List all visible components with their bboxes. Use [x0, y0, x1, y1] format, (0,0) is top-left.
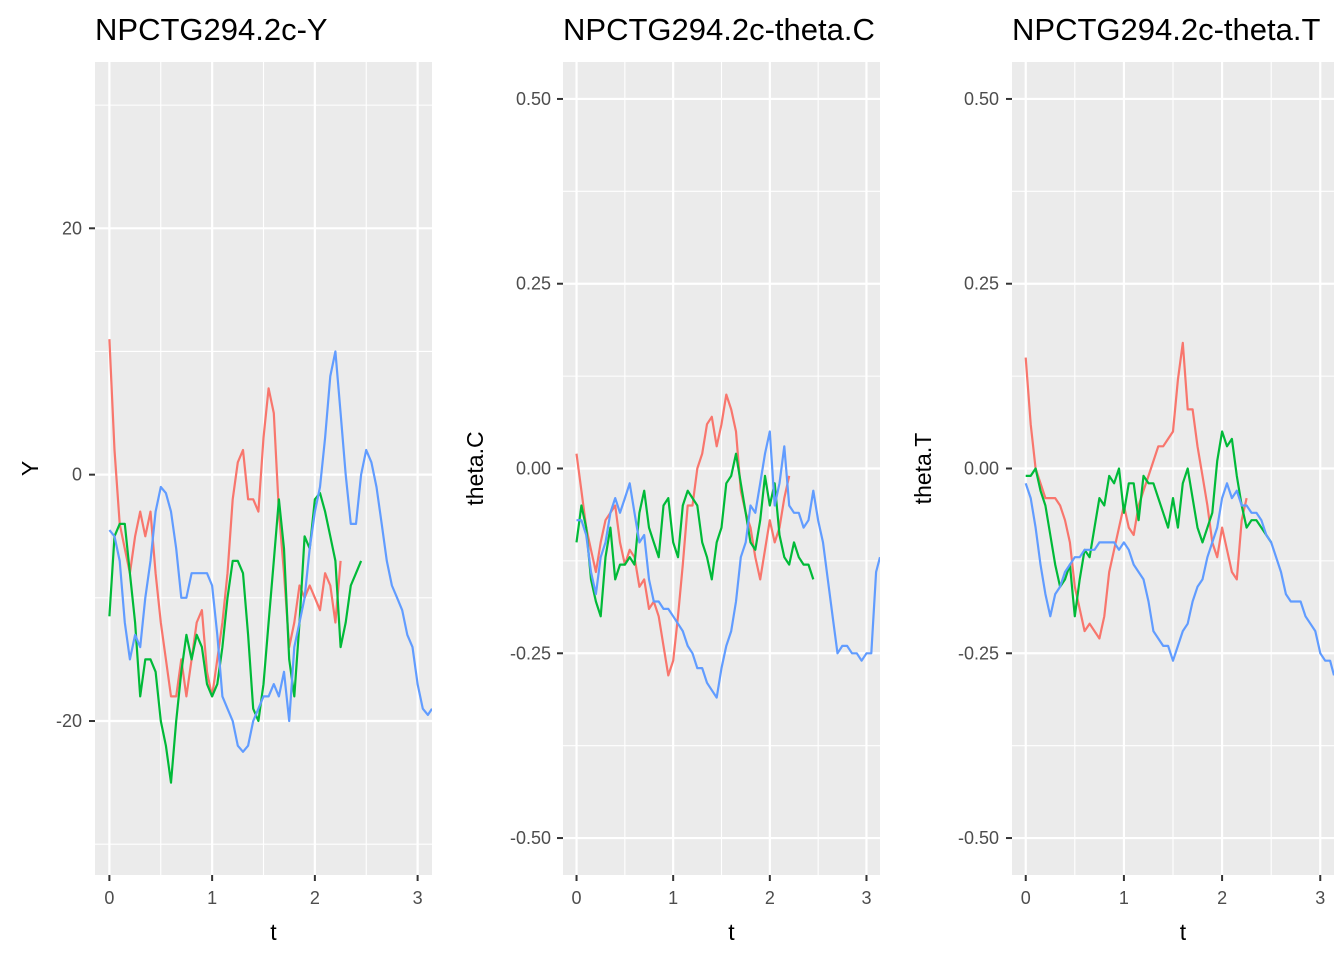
- x-tick-label: 3: [1315, 888, 1325, 908]
- y-tick-label: -0.50: [958, 828, 999, 848]
- y-axis-title: theta.C: [462, 431, 488, 505]
- x-tick-label: 2: [765, 888, 775, 908]
- panel-1: 0 1 2 3 -20 0 20 t Y NPCTG294.2c-Y: [17, 12, 432, 945]
- chart-title: NPCTG294.2c-theta.C: [563, 12, 875, 47]
- x-tick-label: 3: [861, 888, 871, 908]
- series-line-3: [1024, 482, 1334, 676]
- x-tick-label: 3: [413, 888, 423, 908]
- chart-title: NPCTG294.2c-theta.T: [1012, 12, 1320, 47]
- x-tick-label: 0: [104, 888, 114, 908]
- y-axis-title: theta.T: [910, 433, 936, 505]
- series-line-3: [108, 350, 432, 753]
- panel-3: 0 1 2 3 -0.50 -0.25 0.00 0.25 0.50 t theta.T NPCTG2…: [910, 12, 1334, 945]
- chart-title: NPCTG294.2c-Y: [95, 12, 328, 47]
- x-tick-label: 2: [310, 888, 320, 908]
- x-axis-title: t: [728, 919, 735, 945]
- y-tick-label: 20: [62, 218, 82, 238]
- x-tick-label: 1: [1119, 888, 1129, 908]
- series-line-2: [1025, 430, 1273, 618]
- x-tick-label: 2: [1217, 888, 1227, 908]
- panel-2: 0 1 2 3 -0.50 -0.25 0.00 0.25 0.50 t theta.C NPCTG2…: [462, 12, 880, 945]
- y-axis-title: Y: [17, 461, 43, 476]
- x-tick-label: 1: [668, 888, 678, 908]
- series-line-1: [1024, 341, 1248, 640]
- x-tick-label: 0: [572, 888, 582, 908]
- y-tick-label: -20: [56, 711, 82, 731]
- y-tick-label: 0.25: [516, 274, 551, 294]
- y-tick-label: -0.25: [958, 643, 999, 663]
- y-tick-label: 0.50: [964, 89, 999, 109]
- x-axis-title: t: [270, 919, 277, 945]
- x-axis-title: t: [1180, 919, 1187, 945]
- series-line-3: [576, 430, 880, 699]
- y-tick-label: 0.50: [516, 89, 551, 109]
- y-tick-label: 0.25: [964, 274, 999, 294]
- y-tick-label: 0.00: [516, 459, 551, 479]
- y-tick-label: -0.25: [510, 643, 551, 663]
- y-tick-label: 0: [72, 465, 82, 485]
- y-tick-label: -0.50: [510, 828, 551, 848]
- x-tick-label: 0: [1021, 888, 1031, 908]
- x-tick-label: 1: [207, 888, 217, 908]
- y-tick-label: 0.00: [964, 459, 999, 479]
